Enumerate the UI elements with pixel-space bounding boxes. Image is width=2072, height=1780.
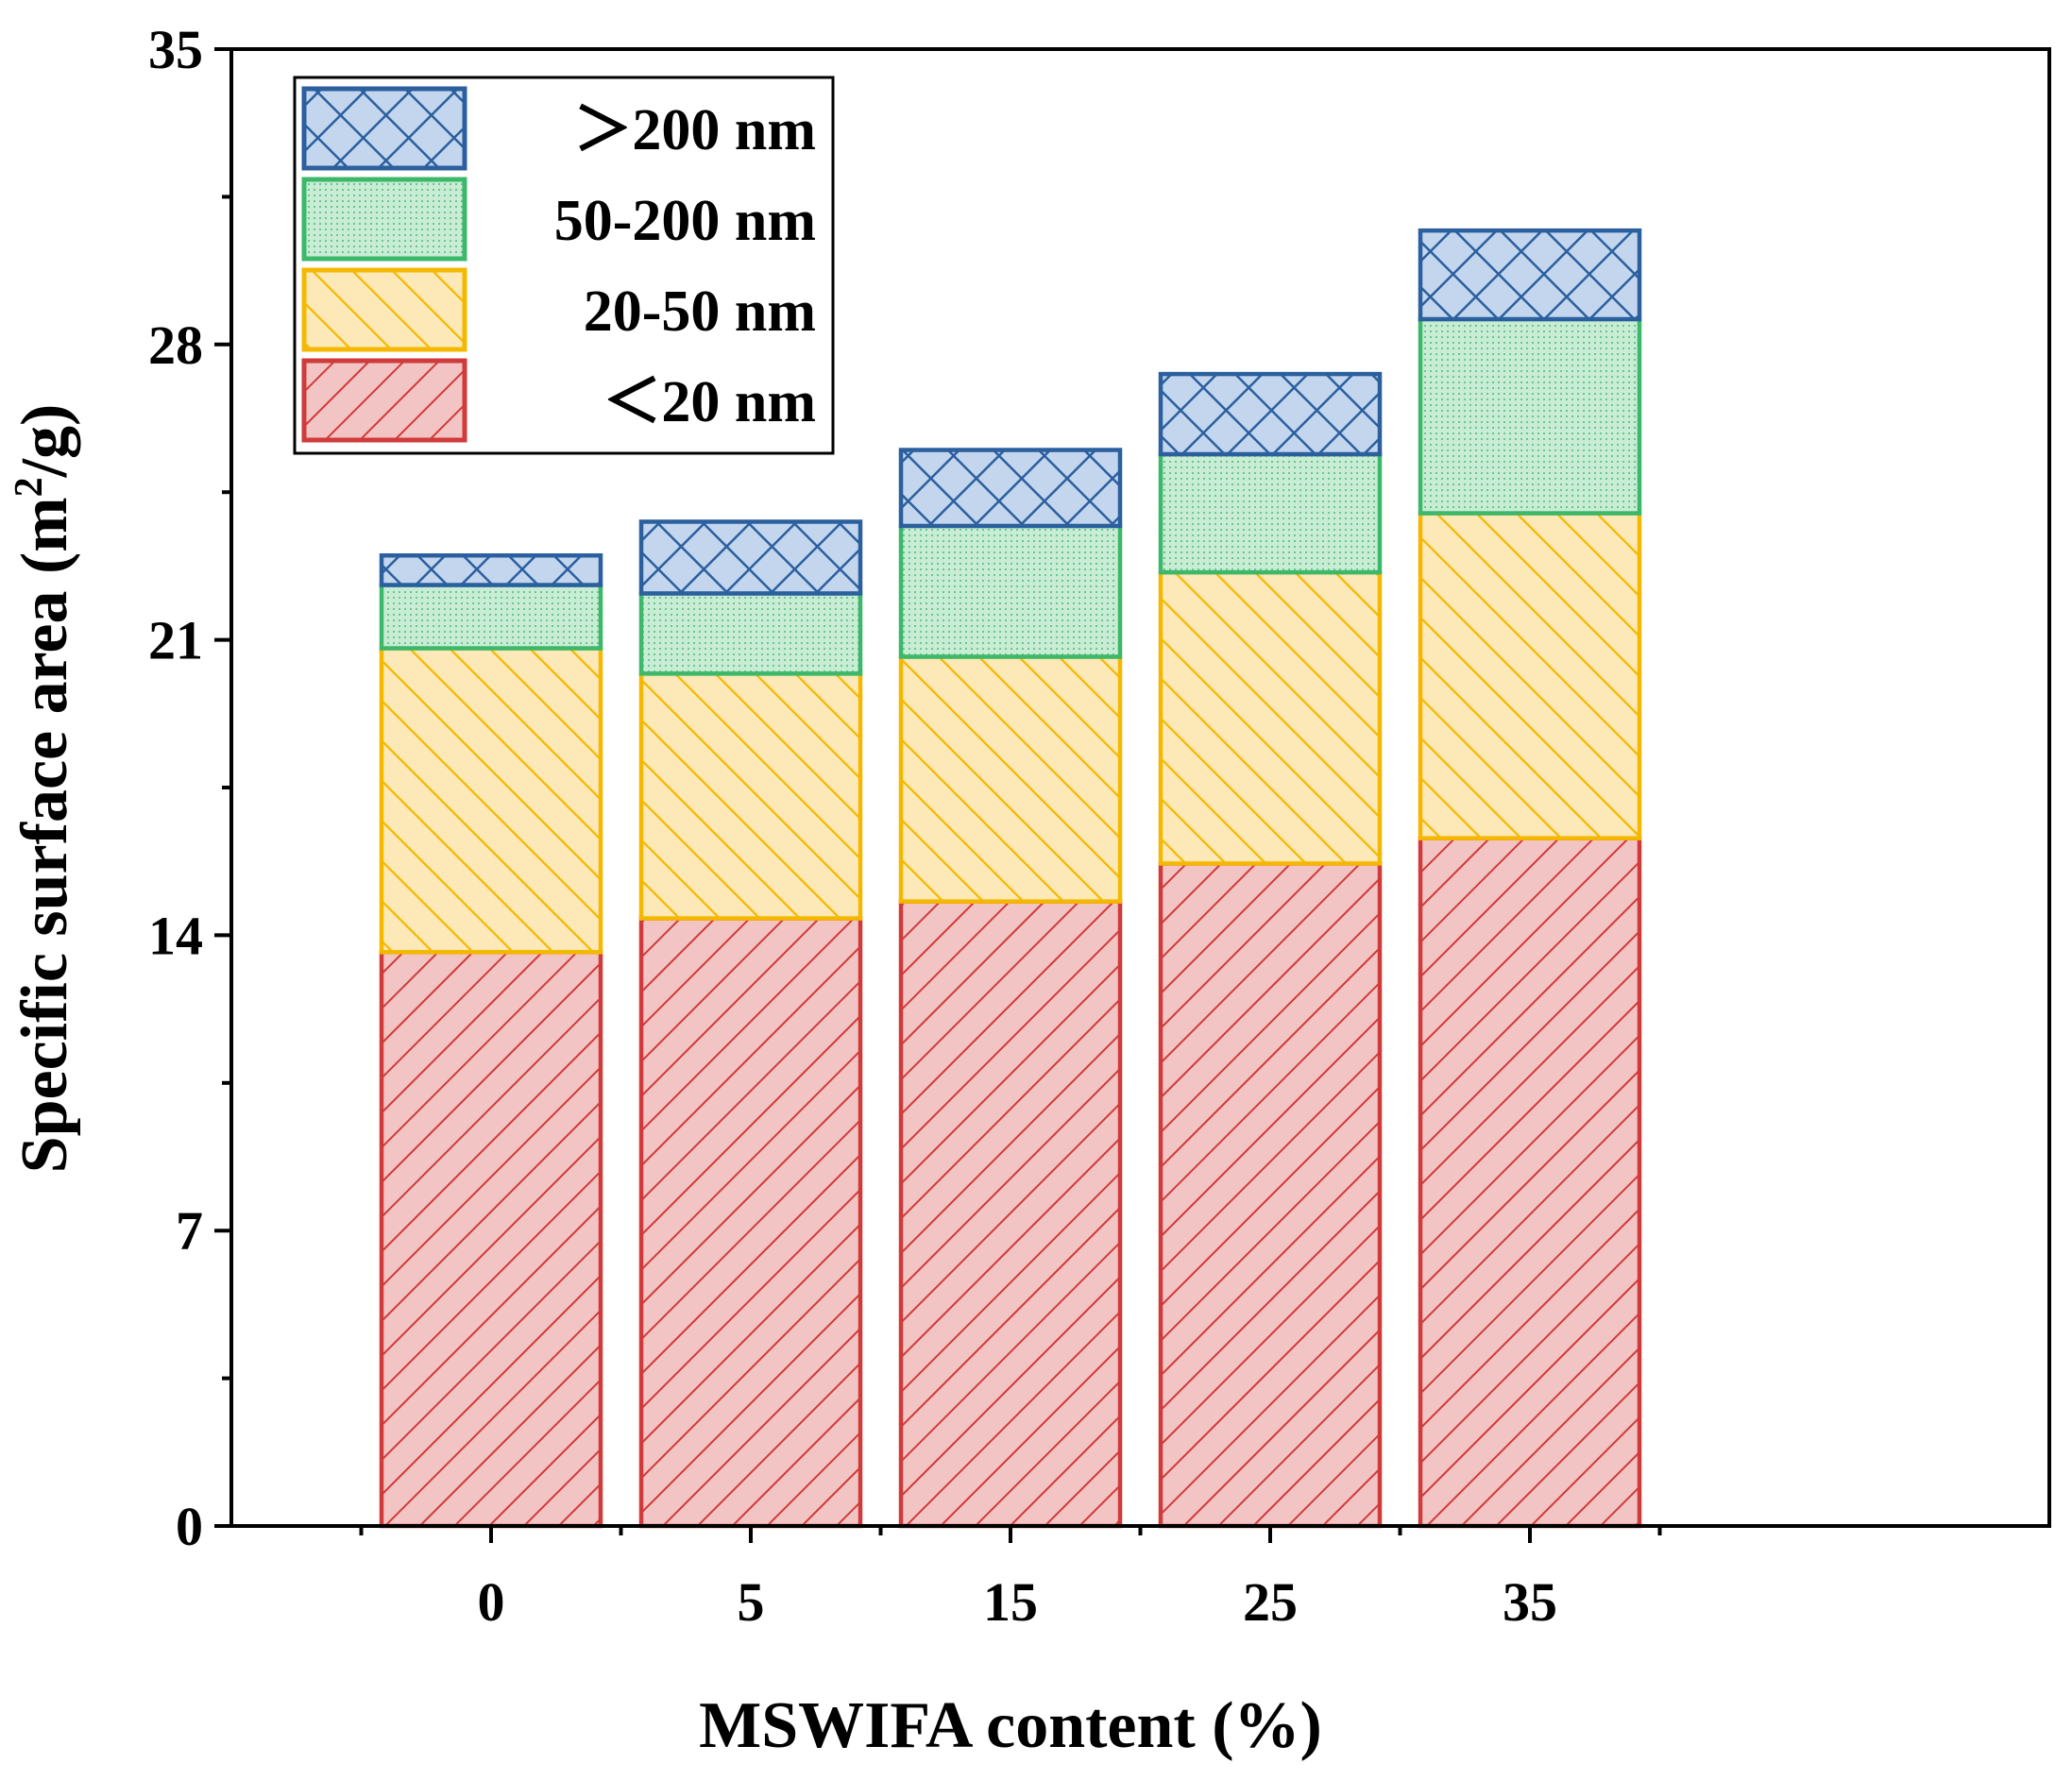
x-tick-label: 25	[1243, 1571, 1298, 1633]
bar-gt200-25	[1158, 371, 1383, 457]
bar-20-50-15	[898, 654, 1123, 904]
bar-50-200-5	[638, 591, 863, 676]
bar-gt200-35	[1418, 228, 1642, 322]
bar-gt200-0	[379, 552, 603, 587]
bar-20-50-0	[379, 646, 603, 955]
bar-20-50-25	[1158, 569, 1383, 866]
bar-50-200-15	[898, 523, 1123, 659]
bar-lt20-15	[898, 899, 1123, 1529]
y-tick-label: 35	[148, 19, 203, 80]
legend-swatch	[301, 358, 467, 443]
bar-lt20-5	[638, 916, 863, 1529]
bar-lt20-35	[1418, 836, 1642, 1529]
axes-layer: 0 7 14 21 28 35 0 5 15 25 35	[148, 19, 2051, 1633]
bar-20-50-5	[638, 671, 863, 921]
y-tick-label: 21	[148, 610, 203, 671]
bar-20-50-35	[1418, 511, 1642, 840]
legend-label: 20-50 nm	[584, 280, 816, 344]
x-tick-label: 0	[478, 1571, 505, 1633]
legend-label: ＜20 nm	[603, 370, 816, 434]
y-tick-label: 14	[148, 905, 203, 966]
x-tick-label: 35	[1503, 1571, 1557, 1633]
bar-lt20-25	[1158, 861, 1383, 1529]
x-tick-label: 5	[738, 1571, 765, 1633]
legend-swatch	[301, 86, 467, 171]
legend-swatch	[301, 267, 467, 352]
y-tick-label: 28	[148, 314, 203, 376]
bar-50-200-35	[1418, 316, 1642, 516]
bar-lt20-0	[379, 950, 603, 1529]
y-tick-label: 0	[176, 1496, 203, 1557]
legend: ＞200 nm 50-200 nm 20-50 nm ＜20 nm	[293, 76, 835, 455]
x-tick-label: 15	[983, 1571, 1038, 1633]
legend-label: ＞200 nm	[573, 98, 816, 162]
y-axis-title-main: Specific surface area (m	[8, 497, 81, 1173]
legend-swatch	[301, 177, 467, 262]
y-axis-title: Specific surface area (m2/g)	[8, 404, 81, 1174]
y-axis-title-end: /g)	[8, 404, 81, 479]
y-axis-title-superscript: 2	[8, 477, 51, 497]
x-axis-title: MSWIFA content (%)	[699, 1689, 1322, 1762]
bar-50-200-25	[1158, 451, 1383, 575]
bar-gt200-15	[898, 448, 1123, 529]
bars-layer	[379, 228, 1642, 1529]
bar-gt200-5	[638, 519, 863, 596]
y-tick-label: 7	[176, 1200, 203, 1262]
legend-label: 50-200 nm	[554, 189, 816, 253]
bar-50-200-0	[379, 583, 603, 651]
